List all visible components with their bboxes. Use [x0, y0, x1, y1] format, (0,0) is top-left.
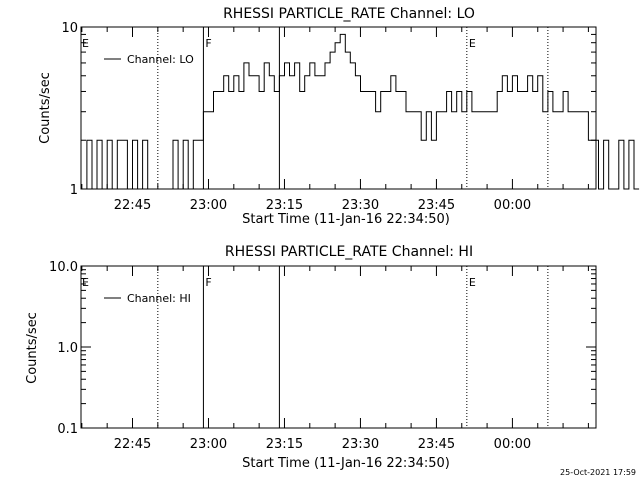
hi-channel-panel: RHESSI PARTICLE_RATE Channel: HI Start T…: [25, 244, 597, 471]
lo-x-axis-label: Start Time (11-Jan-16 22:34:50): [242, 212, 450, 227]
hi-x-tick-label: 23:15: [266, 437, 303, 452]
plot-timestamp: 25-Oct-2021 17:59: [560, 468, 636, 477]
lo-x-tick-label: 23:00: [190, 198, 227, 213]
lo-chart-title: RHESSI PARTICLE_RATE Channel: LO: [223, 6, 475, 22]
hi-y-tick-label: 10.0: [49, 260, 78, 275]
lo-plot-frame: [80, 26, 597, 190]
lo-axes-box: [80, 26, 597, 190]
hi-y-tick-label: 0.1: [57, 422, 78, 437]
lo-legend-entry: Channel: LO: [127, 53, 194, 66]
hi-corner-label: E: [82, 276, 89, 289]
lo-marker-label: E: [469, 37, 476, 50]
hi-x-tick-label: 23:45: [418, 437, 455, 452]
lo-series-line: [81, 33, 640, 190]
hi-x-tick-label: 23:30: [342, 437, 379, 452]
lo-marker-label: F: [205, 37, 211, 50]
hi-x-tick-label: 23:00: [190, 437, 227, 452]
lo-legend: Channel: LO: [104, 53, 194, 66]
hi-legend: Channel: HI: [104, 292, 191, 305]
lo-x-tick-label: 22:45: [114, 198, 151, 213]
lo-y-tick-label: 10: [61, 21, 78, 36]
lo-corner-label: E: [82, 37, 89, 50]
lo-x-tick-label: 23:15: [266, 198, 303, 213]
lo-y-axis-label: Counts/sec: [38, 72, 53, 144]
lo-y-tick-label: 1: [70, 183, 78, 198]
lo-axis-ticks: 22:45 23:00 23:15 23:30 23:45 00:00 1 10: [61, 21, 596, 213]
hi-marker-label: E: [469, 276, 476, 289]
hi-chart-title: RHESSI PARTICLE_RATE Channel: HI: [225, 244, 473, 260]
hi-y-tick-label: 1.0: [57, 341, 78, 356]
hi-vertical-markers: F EE: [82, 266, 549, 428]
lo-series-group: [81, 33, 640, 190]
lo-x-tick-label: 23:45: [418, 198, 455, 213]
hi-legend-entry: Channel: HI: [127, 292, 191, 305]
hi-marker-label: F: [205, 276, 211, 289]
lo-channel-panel: RHESSI PARTICLE_RATE Channel: LO Start T…: [38, 6, 640, 227]
lo-x-tick-label: 23:30: [342, 198, 379, 213]
lo-x-tick-label: 00:00: [494, 198, 531, 213]
hi-x-tick-label: 22:45: [114, 437, 151, 452]
hi-y-axis-label: Counts/sec: [25, 312, 40, 384]
hi-x-axis-label: Start Time (11-Jan-16 22:34:50): [242, 456, 450, 471]
hi-x-tick-label: 00:00: [494, 437, 531, 452]
hi-axis-ticks: 22:45 23:00 23:15 23:30 23:45 00:00 0.1 1.0 10.0: [49, 260, 596, 452]
